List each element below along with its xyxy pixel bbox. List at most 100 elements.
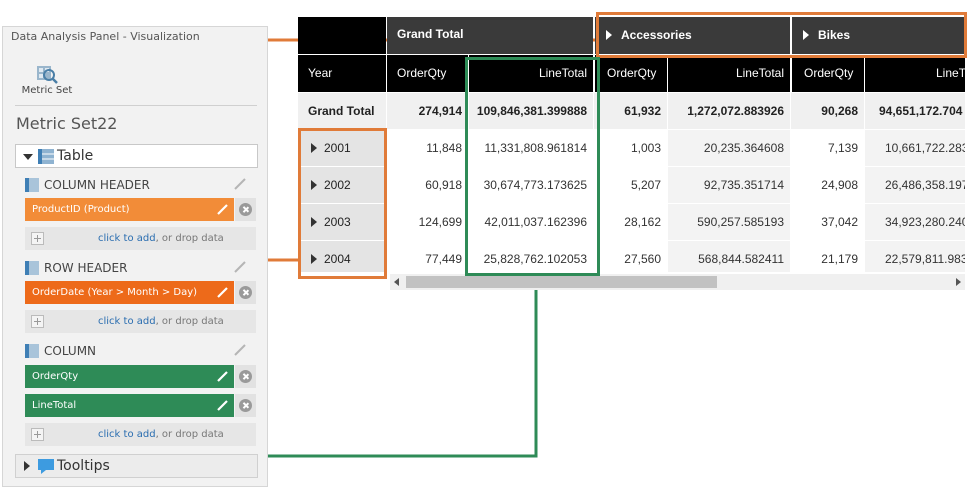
remove-button[interactable] [235,365,256,388]
orderqty-column-header[interactable]: OrderQty [387,55,468,92]
visualization-label: Table [57,148,94,164]
data-cell: 21,179 [821,252,858,266]
accessories-header[interactable]: Accessories [595,17,790,54]
metric-set-label: Metric Set [21,85,73,96]
expand-icon[interactable] [311,143,317,153]
plus-icon[interactable] [31,232,44,245]
scroll-left-icon[interactable] [394,278,399,286]
column-header-add[interactable]: click to add, or drop data [25,227,256,250]
data-cell: 20,235.364608 [668,130,790,166]
column-add[interactable]: click to add, or drop data [25,423,256,446]
data-cell: 25,828,762.102053 [483,252,587,266]
click-to-add-link[interactable]: click to add [98,233,156,244]
data-cell: 42,011,037.162396 [484,215,587,229]
pencil-icon[interactable] [233,343,247,357]
column-header-field[interactable]: ProductID (Product) [25,198,256,221]
edit-icon[interactable] [216,203,229,216]
drop-data-hint: , or drop data [155,233,224,244]
data-cell: 77,449 [425,252,462,266]
column-field-orderqty[interactable]: OrderQty [25,365,256,388]
remove-button[interactable] [235,198,256,221]
drop-data-hint: , or drop data [155,316,224,327]
scroll-right-icon[interactable] [956,278,961,286]
grand-total-cell: 109,846,381.399888 [469,93,593,129]
column-header-field-label: ProductID (Product) [32,204,130,215]
click-to-add-link[interactable]: click to add [98,316,156,327]
remove-button[interactable] [235,281,256,304]
close-icon[interactable] [239,399,252,412]
horizontal-scrollbar[interactable] [390,274,965,290]
close-icon[interactable] [239,286,252,299]
metric-set-button[interactable]: Metric Set [17,63,77,97]
close-icon[interactable] [239,203,252,216]
click-to-add-link[interactable]: click to add [98,429,156,440]
column-header-label: COLUMN HEADER [44,178,150,192]
remove-button[interactable] [235,394,256,417]
expand-icon[interactable] [606,30,612,40]
linetotal-column-header[interactable]: LineTotal [668,55,790,92]
pencil-icon[interactable] [233,177,247,191]
expand-icon[interactable] [311,180,317,190]
grand-total-cell: 61,932 [594,93,667,129]
panel-divider [15,105,257,106]
column-icon [25,344,39,358]
orderqty-column-header[interactable]: OrderQty [595,55,667,92]
scrollbar-thumb[interactable] [406,276,717,288]
data-cell: 22,579,811.983 [865,241,965,272]
row-header-2003[interactable]: 2003 [298,204,386,240]
orderqty-column-header[interactable]: OrderQty [792,55,864,92]
row-header-field[interactable]: OrderDate (Year > Month > Day) [25,281,256,304]
grand-total-cell: 94,651,172.704 [865,93,965,129]
column-field-label: OrderQty [32,371,79,382]
metric-set-icon [37,66,58,84]
column-header-field-chip[interactable]: ProductID (Product) [25,198,234,221]
plus-icon[interactable] [31,428,44,441]
row-header-field-chip[interactable]: OrderDate (Year > Month > Day) [25,281,234,304]
pivot-table: Grand Total Accessories Bikes Year Order… [298,17,965,272]
edit-icon[interactable] [216,370,229,383]
data-cell: 5,207 [630,178,661,192]
row-header-label: ROW HEADER [44,261,128,275]
year-label: 2003 [324,215,351,229]
year-label: 2001 [324,141,351,155]
year-column-header[interactable]: Year [298,55,386,92]
data-cell: 11,848 [426,141,462,155]
grand-total-cell: 90,268 [791,93,864,129]
chevron-down-icon[interactable] [23,154,33,160]
data-cell: 24,908 [821,178,858,192]
tooltips-section[interactable]: Tooltips [15,454,258,478]
chevron-right-icon[interactable] [24,461,30,471]
close-icon[interactable] [239,370,252,383]
edit-icon[interactable] [216,286,229,299]
data-cell: 28,162 [624,215,661,229]
data-cell: 37,042 [821,215,858,229]
column-section: COLUMN [25,343,257,359]
row-header-add[interactable]: click to add, or drop data [25,310,256,333]
edit-icon[interactable] [216,399,229,412]
table-icon [38,149,54,164]
year-label: 2004 [324,252,351,266]
linetotal-column-header[interactable]: LineTotal [865,55,965,92]
linetotal-column-header[interactable]: LineTotal [469,55,593,92]
expand-icon[interactable] [311,217,317,227]
visualization-selector[interactable]: Table [15,144,258,168]
column-field-chip[interactable]: OrderQty [25,365,234,388]
plus-icon[interactable] [31,315,44,328]
data-cell: 568,844.582411 [668,241,790,272]
row-header-icon [25,261,39,275]
grand-total-header: Grand Total [387,17,593,54]
data-cell: 60,918 [425,178,462,192]
pencil-icon[interactable] [233,260,247,274]
expand-icon[interactable] [803,30,809,40]
row-header-2004[interactable]: 2004 [298,241,386,272]
column-field-chip[interactable]: LineTotal [25,394,234,417]
column-field-linetotal[interactable]: LineTotal [25,394,256,417]
bikes-header[interactable]: Bikes [792,17,965,54]
expand-icon[interactable] [311,254,317,264]
row-header-2001[interactable]: 2001 [298,130,386,166]
row-header-2002[interactable]: 2002 [298,167,386,203]
year-label: 2002 [324,178,351,192]
panel-title: Data Analysis Panel - Visualization [11,30,200,43]
row-header-field-label: OrderDate (Year > Month > Day) [32,287,198,298]
data-cell: 34,923,280.240 [865,204,965,240]
